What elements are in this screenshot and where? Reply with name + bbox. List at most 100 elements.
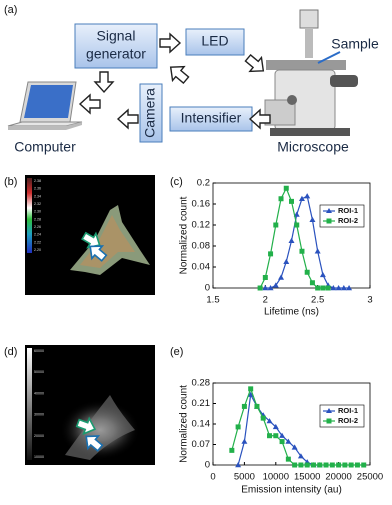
arrow (164, 59, 193, 88)
colorbar-label: 40000 (34, 391, 44, 395)
panel-label: (c) (170, 176, 183, 188)
marker (229, 447, 235, 453)
marker (235, 424, 241, 430)
colorbar-label: 2.22 (34, 240, 41, 244)
y-tick-label: 0.21 (192, 398, 211, 409)
marker (304, 269, 310, 275)
marker (267, 433, 273, 439)
marker (279, 439, 285, 445)
node-label: Signal (97, 28, 136, 44)
marker (309, 280, 315, 286)
marker (297, 453, 304, 459)
arrow (79, 94, 101, 114)
legend-label: ROI-2 (338, 216, 358, 225)
marker (283, 258, 290, 264)
y-axis-title: Normalized count (179, 196, 190, 274)
marker (268, 251, 274, 257)
colorbar-label: 2.20 (34, 248, 41, 252)
marker (293, 211, 300, 217)
marker (298, 195, 305, 201)
marker (342, 462, 348, 468)
marker (336, 462, 342, 468)
marker (292, 462, 298, 468)
marker (329, 462, 335, 468)
marker (241, 403, 247, 409)
marker (260, 415, 266, 421)
x-tick-label: 2 (263, 295, 268, 306)
marker (279, 432, 286, 438)
led-box (185, 28, 245, 56)
marker (235, 462, 242, 468)
plot-frame (212, 182, 371, 289)
marker (323, 462, 329, 468)
legend-marker (326, 218, 332, 224)
marker (247, 391, 254, 397)
y-tick-label: 0.07 (192, 439, 211, 450)
legend-marker (326, 408, 332, 413)
marker (254, 403, 260, 409)
marker (340, 285, 347, 291)
x-axis-title: Emission intensity (au) (241, 485, 342, 496)
y-tick-label: 0.16 (192, 199, 211, 210)
marker (346, 285, 353, 291)
marker (241, 438, 248, 444)
colorbar-label: 2.28 (34, 217, 41, 221)
marker (348, 462, 354, 468)
arrow (159, 33, 181, 53)
marker (262, 285, 269, 291)
marker (285, 438, 292, 444)
marker (361, 462, 367, 468)
marker (257, 285, 263, 291)
marker (283, 185, 289, 191)
panel-label: (d) (4, 346, 17, 358)
camera-box (139, 83, 163, 143)
colorbar-label: 2.32 (34, 202, 41, 206)
marker (289, 198, 294, 204)
y-tick-label: 0.12 (192, 220, 211, 231)
series-line (231, 387, 364, 466)
colorbar-label: 60000 (34, 349, 44, 353)
x-tick-label: 10000 (263, 472, 289, 483)
colorbar (27, 178, 32, 253)
marker (298, 462, 304, 468)
marker (285, 456, 291, 462)
legend-marker (326, 208, 332, 213)
marker (288, 237, 295, 243)
marker (272, 282, 279, 288)
x-tick-label: 25000 (357, 472, 383, 483)
series-line (237, 392, 320, 466)
microscope-icon (264, 9, 358, 136)
x-tick-label: 1.5 (206, 295, 219, 306)
colorbar-label: 50000 (34, 370, 44, 374)
node-label: Computer (14, 139, 76, 155)
y-tick-label: 0 (205, 460, 210, 471)
marker (273, 222, 279, 228)
marker (278, 196, 284, 202)
marker (294, 222, 300, 228)
panel-label: (b) (4, 176, 17, 188)
series-line (259, 186, 329, 289)
marker (325, 285, 331, 291)
cell-body (65, 395, 135, 460)
x-tick-label: 3 (367, 295, 372, 306)
marker (272, 423, 279, 430)
marker (299, 248, 305, 254)
x-tick-label: 5000 (234, 472, 255, 483)
marker (320, 285, 326, 291)
x-tick-label: 0 (210, 472, 215, 483)
colorbar-label: 2.30 (34, 210, 41, 214)
marker (266, 418, 273, 424)
marker (248, 386, 254, 392)
colorbar-label: 30000 (34, 413, 44, 417)
marker (262, 275, 268, 280)
marker (291, 444, 298, 450)
y-tick-label: 0.08 (192, 241, 211, 252)
colorbar-label: 2.24 (34, 233, 41, 237)
marker (330, 285, 337, 291)
marker (309, 216, 316, 222)
y-tick-label: 0.04 (192, 262, 211, 273)
node-label: LED (201, 33, 228, 49)
marker (317, 462, 323, 468)
colorbar-label: 2.36 (34, 187, 41, 191)
